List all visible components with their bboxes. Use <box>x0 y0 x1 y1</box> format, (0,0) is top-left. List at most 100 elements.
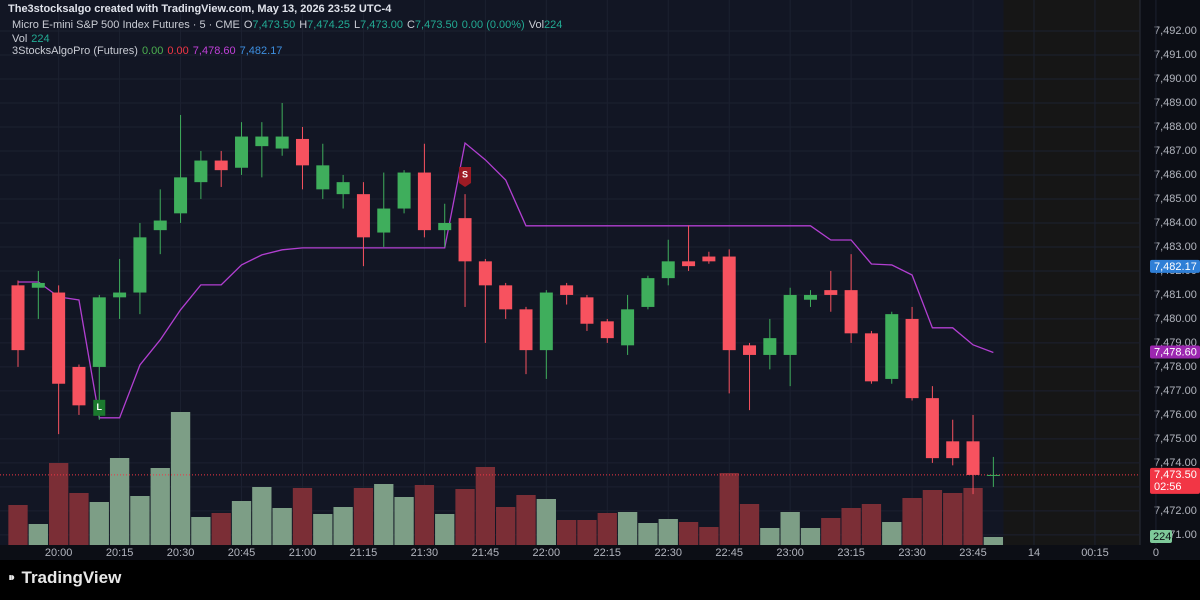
ohlc-value: 7,473.50 <box>252 19 296 31</box>
candle-body <box>417 172 431 231</box>
candle-body <box>153 220 167 231</box>
ohlc-key: O <box>243 19 253 31</box>
x-tick-label: 20:00 <box>45 547 73 559</box>
indicator-name: 3StocksAlgoPro (Futures) <box>12 45 138 57</box>
candle-body <box>235 136 249 168</box>
footer <box>0 560 1200 600</box>
x-tick-label: 23:15 <box>837 547 865 559</box>
indicator-value: 7,482.17 <box>239 45 283 57</box>
x-tick-label: 22:15 <box>594 547 622 559</box>
volume-bar <box>89 502 109 545</box>
candle-body <box>641 278 655 307</box>
brand-icon: ⁍ <box>8 570 16 587</box>
volume-bar <box>516 495 536 545</box>
volume-bar <box>963 488 983 545</box>
time-axis <box>0 545 1200 560</box>
volume-bar <box>861 504 882 545</box>
volume-bar <box>8 505 28 545</box>
price-axis <box>1140 0 1200 560</box>
volume-bar <box>48 463 69 545</box>
indicator-value: 7,478.60 <box>192 45 236 57</box>
volume-bar <box>577 520 597 545</box>
x-tick-label: 21:15 <box>350 547 378 559</box>
candle-body <box>661 261 675 279</box>
x-tick-label: 20:30 <box>167 547 195 559</box>
candle-body <box>600 321 614 339</box>
signal-label: L <box>97 402 103 412</box>
volume-bar <box>231 501 252 545</box>
volume-bar <box>414 485 435 545</box>
volume-bar <box>353 488 374 545</box>
header-volume-value: 224 <box>544 19 563 31</box>
indicator-value: 0.00 <box>167 45 189 57</box>
brand-name: TradingView <box>21 568 122 587</box>
symbol: Micro E-mini S&P 500 Index Futures · 5 ·… <box>12 19 240 31</box>
y-tick-label: 7,488.00 <box>1154 121 1197 133</box>
x-tick-label: 00:15 <box>1081 547 1109 559</box>
volume-bar <box>678 522 699 545</box>
volume-bar <box>556 520 577 545</box>
volume-bar <box>719 473 739 545</box>
candle-body <box>844 290 858 334</box>
volume-bar <box>130 496 150 545</box>
volume-bar <box>28 524 48 545</box>
price-label: 7,482.17 <box>1154 261 1197 273</box>
y-tick-label: 7,491.00 <box>1154 49 1197 61</box>
future-area <box>1003 0 1140 545</box>
volume-legend-value: 224 <box>31 33 50 45</box>
candle-body <box>702 256 716 262</box>
y-tick-label: 7,478.00 <box>1154 361 1197 373</box>
x-tick-label: 20:15 <box>106 547 134 559</box>
signal-label: S <box>462 169 468 179</box>
candle-body <box>885 314 899 379</box>
candle-body <box>864 333 878 382</box>
signal-flag <box>459 167 472 188</box>
candle-body <box>11 285 25 351</box>
candle-body <box>295 138 309 166</box>
volume-bar <box>170 412 191 545</box>
volume-bar <box>902 498 922 545</box>
volume-bar <box>394 497 414 545</box>
ohlc-value: 7,473.00 <box>360 19 403 31</box>
header-volume-label: Vol <box>528 19 545 31</box>
y-tick-label: 7,477.00 <box>1154 385 1197 397</box>
x-tick-label: 22:30 <box>654 547 682 559</box>
x-tick-label: 0 <box>1153 547 1159 559</box>
volume-bar <box>983 537 1004 545</box>
ohlc-key: C <box>406 19 415 31</box>
signal-flag <box>93 399 106 416</box>
volume-bar <box>109 458 130 545</box>
volume-bar <box>455 489 475 545</box>
volume-label: 224 <box>1153 531 1171 543</box>
candle-body <box>478 261 492 286</box>
candle-body <box>783 294 797 355</box>
volume-bar <box>658 519 678 545</box>
price-label: 7,478.60 <box>1154 346 1197 358</box>
x-tick-label: 23:45 <box>959 547 987 559</box>
countdown: 02:56 <box>1154 481 1182 493</box>
y-tick-label: 7,483.00 <box>1154 241 1197 253</box>
volume-bar <box>475 467 496 545</box>
volume-bar <box>292 488 313 545</box>
x-tick-label: 21:45 <box>472 547 500 559</box>
volume-label-bg <box>1150 530 1172 543</box>
candle-body <box>255 136 269 147</box>
ohlc-key: H <box>299 19 308 31</box>
candle-body <box>52 292 66 384</box>
candle-body <box>722 256 736 351</box>
x-tick-label: 14 <box>1028 547 1040 559</box>
price-label: 7,473.50 <box>1154 469 1197 481</box>
volume-bar <box>882 522 902 545</box>
candle-body <box>580 297 594 324</box>
candle-body <box>824 290 838 295</box>
candle-body <box>925 398 939 459</box>
indicator-value: 0.00 <box>141 45 164 57</box>
candle-body <box>72 366 86 406</box>
candle-body <box>905 318 919 399</box>
y-tick-label: 7,474.00 <box>1154 457 1197 469</box>
price-label-bg <box>1150 259 1200 273</box>
volume-bar <box>638 523 658 545</box>
brand-logo: ⁍ TradingView <box>8 568 125 588</box>
y-tick-label: 7,485.00 <box>1154 193 1197 205</box>
